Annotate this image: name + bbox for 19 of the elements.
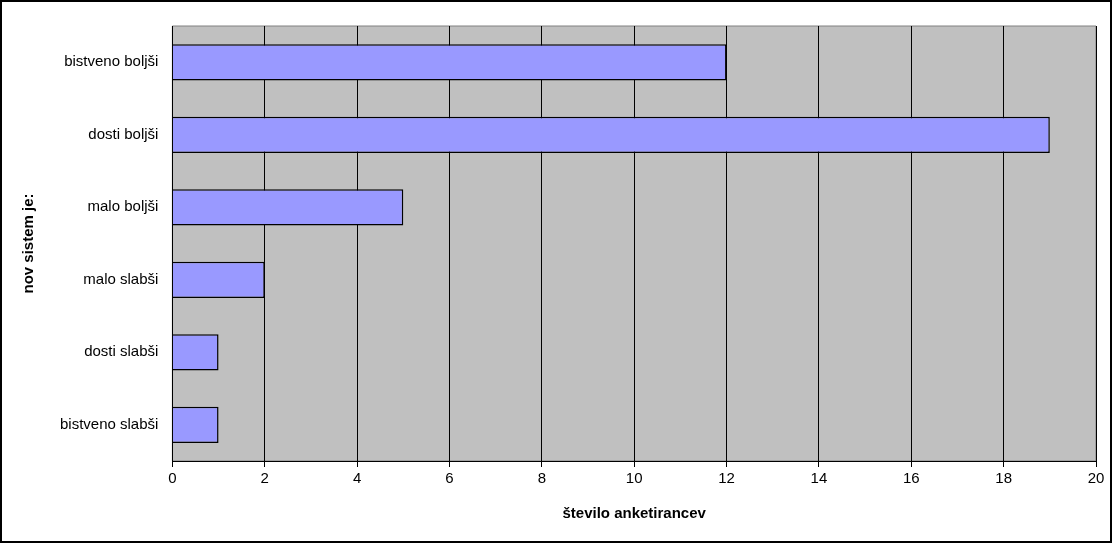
x-tick-label: 2 xyxy=(260,469,269,487)
y-tick-label: malo boljši xyxy=(87,197,159,215)
y-tick-label: malo slabši xyxy=(83,269,159,287)
x-tick-label: 0 xyxy=(168,469,177,487)
x-tick-label: 20 xyxy=(1087,469,1105,487)
x-tick-label: 10 xyxy=(625,469,643,487)
x-tick-label: 16 xyxy=(902,469,920,487)
x-tick-label: 14 xyxy=(810,469,828,487)
x-tick-label: 12 xyxy=(718,469,735,487)
x-tick-label: 8 xyxy=(537,469,546,487)
y-tick-label: dosti boljši xyxy=(88,124,159,142)
x-tick-label: 4 xyxy=(352,469,362,487)
x-tick-label: 6 xyxy=(445,469,454,487)
y-tick-label: dosti slabši xyxy=(84,342,159,360)
y-tick-label: bistveno boljši xyxy=(64,52,159,70)
y-tick-label: bistveno slabši xyxy=(60,414,159,432)
x-tick-label: 18 xyxy=(995,469,1012,487)
y-axis-title: nov sistem je: xyxy=(19,193,37,294)
x-axis-title: število anketirancev xyxy=(562,504,707,522)
